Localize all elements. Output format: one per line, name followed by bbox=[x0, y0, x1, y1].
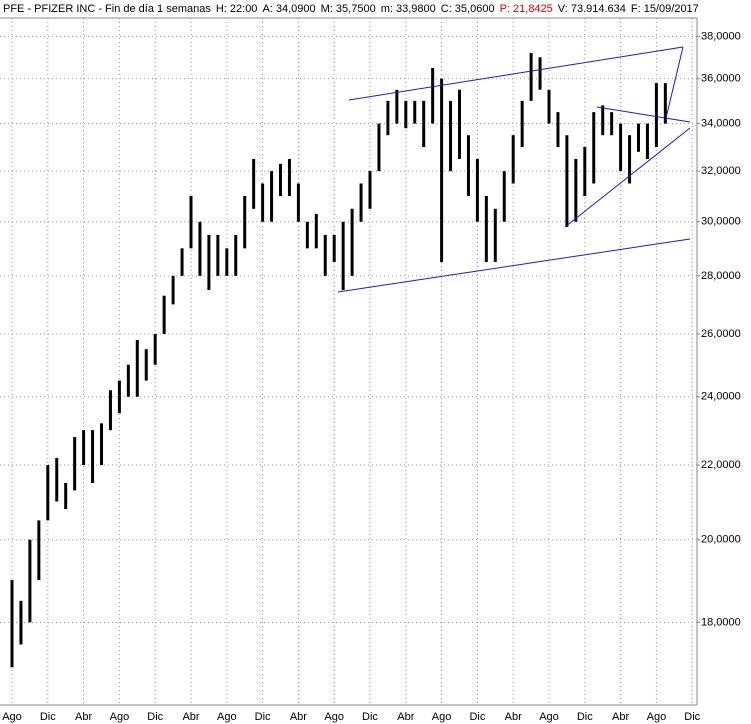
x-tick-label: Abr bbox=[75, 711, 92, 723]
x-tick-label: Ago bbox=[217, 711, 237, 723]
x-tick-label: Dic bbox=[469, 711, 485, 723]
trend-line bbox=[337, 238, 691, 293]
header-item: F: 15/09/2017 bbox=[631, 3, 699, 15]
trend-line bbox=[596, 106, 691, 123]
header-item: A: 34,0900 bbox=[262, 3, 315, 15]
x-tick-label: Abr bbox=[397, 711, 414, 723]
x-tick-label: Ago bbox=[539, 711, 559, 723]
x-tick-label: Ago bbox=[647, 711, 667, 723]
x-tick-label: Ago bbox=[110, 711, 130, 723]
header-item: P: 21,8425 bbox=[500, 3, 553, 15]
trend-line bbox=[564, 127, 691, 228]
x-tick-label: Dic bbox=[255, 711, 271, 723]
x-tick-label: Dic bbox=[362, 711, 378, 723]
header-item: C: 35,0600 bbox=[441, 3, 495, 15]
header-text: PFE - PFIZER INC - Fin de día 1 semanas H… bbox=[3, 3, 699, 15]
x-tick-label: Dic bbox=[147, 711, 163, 723]
x-tick-label: Ago bbox=[2, 711, 22, 723]
trend-line bbox=[348, 46, 684, 101]
header: PFE - PFIZER INC - Fin de día 1 semanas H… bbox=[3, 3, 699, 15]
header-item: m: 33,9800 bbox=[381, 3, 436, 15]
x-tick-label: Abr bbox=[505, 711, 522, 723]
y-tick-label: 18,0000 bbox=[701, 616, 741, 628]
x-tick-label: Ago bbox=[324, 711, 344, 723]
x-tick-label: Abr bbox=[182, 711, 199, 723]
x-tick-label: Abr bbox=[290, 711, 307, 723]
axes: 18,0000 20,0000 22,0000 24,0000 26,0000 28,00… bbox=[2, 30, 741, 723]
trend-lines bbox=[337, 46, 691, 293]
x-tick-label: Dic bbox=[40, 711, 56, 723]
header-item: H: 22:00 bbox=[216, 3, 258, 15]
trend-line bbox=[665, 46, 684, 119]
x-tick-label: Ago bbox=[432, 711, 452, 723]
x-tick-label: Dic bbox=[684, 711, 700, 723]
y-tick-label: 22,0000 bbox=[701, 459, 741, 471]
y-tick-label: 26,0000 bbox=[701, 328, 741, 340]
y-tick-label: 32,0000 bbox=[701, 165, 741, 177]
header-item: PFE - PFIZER INC - Fin de día 1 semanas bbox=[3, 3, 211, 15]
header-item: V: 73.914.634 bbox=[558, 3, 626, 15]
x-tick-label: Dic bbox=[577, 711, 593, 723]
header-item: M: 35,7500 bbox=[321, 3, 376, 15]
grid bbox=[0, 18, 697, 705]
price-bars bbox=[10, 53, 667, 668]
y-tick-label: 34,0000 bbox=[701, 117, 741, 129]
y-tick-label: 20,0000 bbox=[701, 534, 741, 546]
y-tick-label: 38,0000 bbox=[701, 30, 741, 42]
y-tick-label: 28,0000 bbox=[701, 270, 741, 282]
y-tick-label: 36,0000 bbox=[701, 73, 741, 85]
y-tick-label: 30,0000 bbox=[701, 216, 741, 228]
y-tick-label: 24,0000 bbox=[701, 391, 741, 403]
x-tick-label: Abr bbox=[612, 711, 629, 723]
